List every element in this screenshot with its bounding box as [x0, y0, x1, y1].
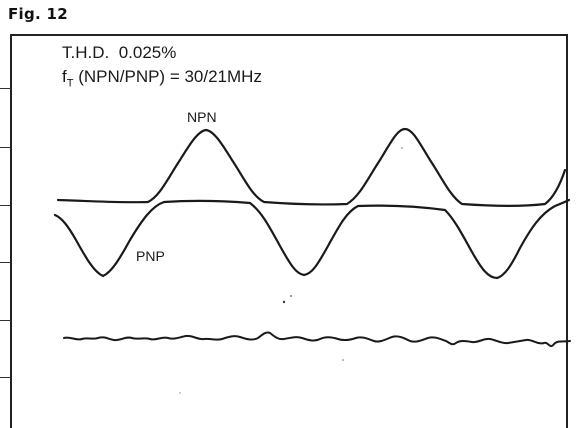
pnp-label: PNP [136, 248, 165, 264]
graticule-tick [0, 377, 10, 378]
thd-readout: T.H.D. 0.025% [62, 43, 176, 63]
ft-symbol: f [62, 67, 67, 86]
scan-speck [290, 295, 292, 297]
scan-speck [282, 300, 286, 304]
ft-subscript: T [66, 77, 74, 90]
scan-speck [401, 147, 403, 149]
distortion-residual-trace [63, 331, 571, 348]
graticule-tick [0, 147, 10, 148]
thd-value: 0.025% [118, 43, 177, 62]
npn-label: NPN [187, 109, 217, 125]
graticule-tick [0, 88, 10, 89]
oscilloscope-frame [10, 34, 568, 428]
graticule-tick [0, 205, 10, 206]
ft-readout: fT (NPN/PNP) = 30/21MHz [62, 67, 262, 89]
ft-text: (NPN/PNP) = 30/21MHz [78, 67, 262, 86]
scan-speck [342, 359, 344, 361]
pnp-trace [53, 198, 571, 280]
graticule-tick [0, 262, 10, 263]
graticule-tick [0, 320, 10, 321]
thd-label: T.H.D. [62, 43, 110, 62]
figure-label: Fig. 12 [8, 5, 69, 23]
npn-trace [56, 127, 567, 207]
scan-speck [179, 392, 181, 394]
